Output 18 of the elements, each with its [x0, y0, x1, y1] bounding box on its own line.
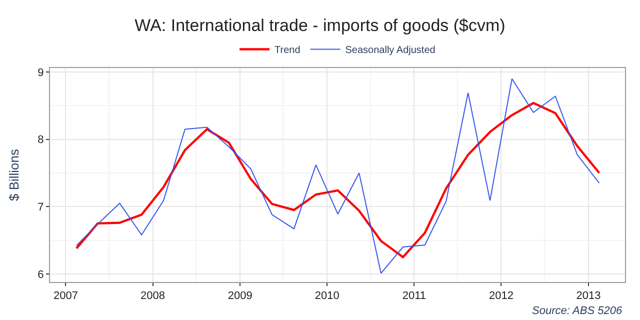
line-series	[76, 78, 600, 274]
y-tick-label: 7	[38, 201, 44, 214]
x-tick-label: 2009	[228, 290, 252, 302]
x-tick-label: 2007	[54, 290, 78, 302]
y-tick-label: 8	[38, 134, 44, 146]
legend-label: Trend	[274, 45, 300, 56]
x-tick-label: 2010	[314, 290, 340, 302]
x-tick-label: 2013	[576, 290, 601, 302]
chart-title: WA: International trade - imports of goods ($cvm)	[134, 16, 506, 36]
line-series	[75, 102, 600, 258]
y-tick-label: 6	[38, 268, 44, 281]
x-tick-label: 2008	[140, 290, 166, 302]
x-tick-label: 2011	[402, 290, 426, 302]
y-axis-title: $ Billions	[6, 148, 22, 202]
y-tick-label: 9	[38, 66, 44, 79]
source-note: Source: ABS 5206	[532, 305, 623, 317]
legend-label: Seasonally Adjusted	[345, 45, 436, 56]
x-tick-label: 2012	[488, 290, 514, 302]
